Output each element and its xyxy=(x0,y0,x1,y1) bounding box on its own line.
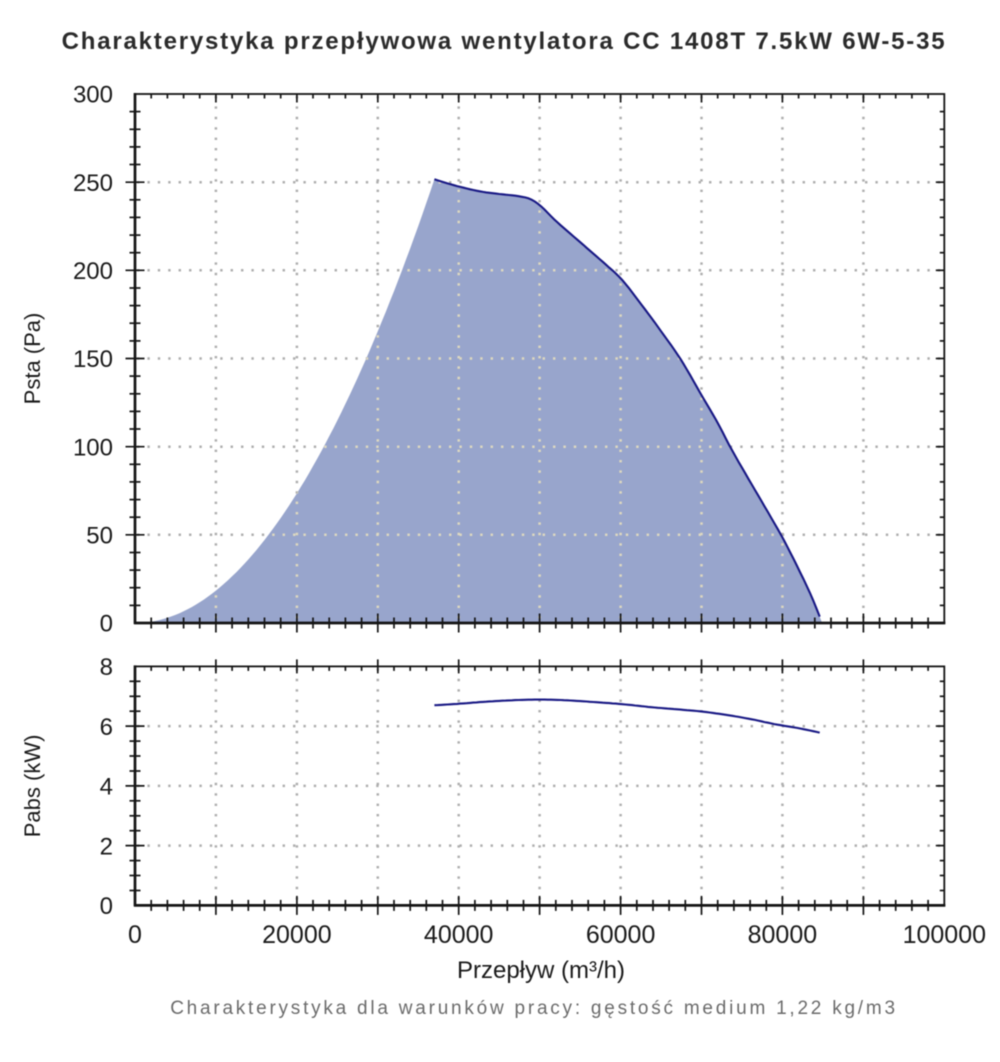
svg-text:Przepływ (m³/h): Przepływ (m³/h) xyxy=(457,957,625,984)
svg-text:Charakterystyka przepływowa we: Charakterystyka przepływowa wentylatora … xyxy=(62,28,947,55)
svg-text:6: 6 xyxy=(100,714,113,741)
svg-text:250: 250 xyxy=(73,170,113,197)
svg-text:60000: 60000 xyxy=(586,921,656,949)
svg-text:0: 0 xyxy=(100,611,113,638)
svg-text:40000: 40000 xyxy=(424,921,494,949)
svg-text:Psta (Pa): Psta (Pa) xyxy=(20,313,45,405)
svg-text:0: 0 xyxy=(128,921,142,949)
svg-text:100: 100 xyxy=(73,434,113,461)
svg-text:300: 300 xyxy=(73,82,113,109)
svg-text:4: 4 xyxy=(100,774,113,801)
svg-text:50: 50 xyxy=(86,523,113,550)
svg-text:80000: 80000 xyxy=(748,921,818,949)
svg-text:2: 2 xyxy=(100,833,113,860)
svg-text:8: 8 xyxy=(100,654,113,681)
svg-text:Charakterystyka dla warunków p: Charakterystyka dla warunków pracy: gęst… xyxy=(170,998,898,1019)
svg-text:Pabs (kW): Pabs (kW) xyxy=(20,735,45,838)
svg-text:0: 0 xyxy=(100,893,113,920)
svg-text:200: 200 xyxy=(73,258,113,285)
svg-text:20000: 20000 xyxy=(262,921,332,949)
svg-text:150: 150 xyxy=(73,346,113,373)
svg-text:100000: 100000 xyxy=(903,921,986,949)
